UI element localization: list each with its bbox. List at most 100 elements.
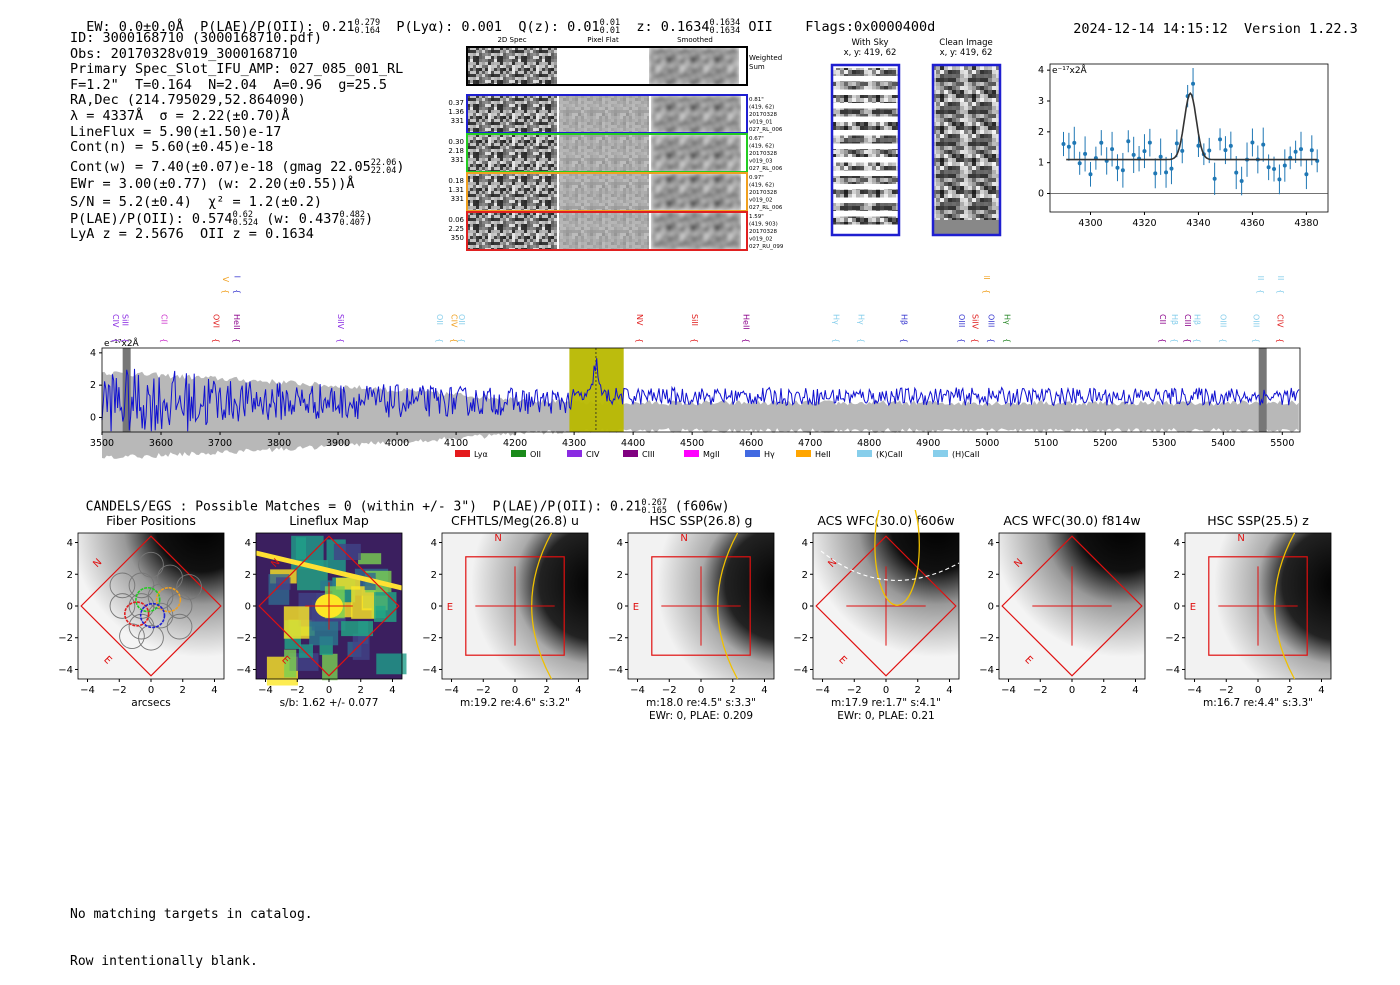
spectrum-line-label-top: SiIV	[221, 276, 230, 283]
spectrum-line-brace: {	[832, 338, 841, 343]
linefit-point	[1088, 172, 1093, 177]
row-smooth	[651, 173, 741, 211]
info-plae-hi: 0.62	[232, 209, 254, 220]
linefit-model	[1066, 92, 1318, 161]
info-radec: RA,Dec (214.795029,52.864090)	[70, 92, 306, 109]
panel-caption: m:16.7 re:4.4" s:3.3"	[1203, 697, 1313, 709]
panel-caption2: EWr: 0, PLAE: 0.209	[649, 710, 753, 722]
linefit-xtick-label: 4380	[1294, 218, 1318, 229]
spectrum-line-marker: HeII {	[741, 314, 750, 343]
with-sky-band	[832, 68, 899, 76]
row-note: 20170328	[749, 190, 777, 196]
panel-ytick-label: −2	[236, 633, 251, 644]
spectrum-line-marker: CIV {	[111, 314, 120, 343]
flux-blob	[333, 543, 361, 560]
spectrum-line-label: Hγ	[857, 314, 866, 325]
legend-swatch	[933, 450, 948, 457]
info-contw-end: )	[396, 158, 405, 175]
panel-ytick-label: −4	[58, 665, 73, 676]
panel-ytick-label: 2	[988, 570, 994, 581]
row-flat	[559, 212, 649, 250]
panel-ytick-label: 2	[67, 570, 73, 581]
panel-ytick-label: 4	[431, 538, 437, 549]
candels-text: CANDELS/EGS : Possible Matches = 0 (with…	[85, 499, 642, 515]
fiber-circle	[157, 564, 183, 591]
panel-ytick-label: 2	[617, 570, 623, 581]
panel-ytick-label: 2	[431, 570, 437, 581]
legend-label: MgII	[703, 450, 720, 459]
legend-label: Hγ	[764, 450, 775, 459]
panel-xtick-label: −4	[80, 685, 95, 696]
panel-ytick-label: 2	[245, 570, 251, 581]
panel-xtick-label: −2	[847, 685, 862, 696]
full-spectrum: e⁻¹⁷x2Å 3500 3600 3700 3800 3900 4000 4100 4200 4…	[60, 267, 1320, 462]
panel-ytick-label: 0	[617, 602, 623, 613]
linefit-point	[1266, 165, 1271, 170]
clean-bottom	[933, 220, 1000, 235]
panel-ytick-label: −2	[793, 633, 808, 644]
image-panel: HSC SSP(26.8) g E N −4 −4 −2 −2 0 0 2 2 4 4 m:18.0 re…	[608, 513, 775, 722]
row-stat: 0.37	[448, 99, 464, 107]
row-stat: 331	[451, 117, 464, 125]
row-stat: 2.18	[448, 147, 464, 155]
with-sky-band	[832, 189, 899, 198]
linefit-ytick-label: 0	[1038, 189, 1044, 200]
spectrum-line-marker: CII {	[160, 314, 169, 343]
panel-ytick-label: −4	[608, 665, 623, 676]
panel-caption: s/b: 1.62 +/- 0.077	[280, 697, 379, 709]
row-note: 027_RL_006	[749, 166, 783, 172]
row-note: (419, 903)	[749, 222, 778, 228]
panel-ytick-label: −4	[422, 665, 437, 676]
linefit-point	[1272, 167, 1277, 172]
spectrum-line-marker: OVI {	[211, 314, 220, 343]
panel-title: ACS WFC(30.0) f606w	[817, 513, 954, 528]
legend-swatch	[796, 450, 811, 457]
spectrum-line-brace: {	[986, 338, 995, 343]
ifu-footprint	[80, 535, 222, 677]
with-sky-band	[832, 95, 899, 103]
panel-ytick-label: −4	[1165, 665, 1180, 676]
info-plae-w-lo: 0.407	[339, 217, 366, 228]
panel-xtick-label: 4	[211, 685, 217, 696]
spectrum-line-brace-top: {	[1256, 289, 1265, 294]
legend-label: (H)CaII	[952, 450, 979, 459]
info-id: ID: 3000168710 (3000168710.pdf)	[70, 30, 322, 46]
panel-xtick-label: 2	[358, 685, 364, 696]
spectrum-line-label: SiII	[690, 314, 699, 326]
linefit-ytick-label: 1	[1038, 158, 1044, 169]
spec2d-weighted-row	[466, 46, 748, 86]
fiber-highlight	[124, 601, 150, 627]
spectrum-xtick-label: 4800	[857, 438, 881, 449]
row-flat	[559, 95, 649, 133]
with-sky-band	[832, 149, 899, 157]
panel-xtick-label: −4	[815, 685, 830, 696]
row-2d	[467, 173, 557, 211]
info-lya: LyA z = 2.5676 OII z = 0.1634	[70, 226, 314, 243]
spectrum-svg: e⁻¹⁷x2Å 3500 3600 3700 3800 3900 4000 4100 4200 4…	[90, 267, 1301, 459]
row-note: 20170328	[749, 151, 777, 157]
row-flat	[559, 134, 649, 172]
spectrum-xtick-label: 3900	[326, 438, 350, 449]
spectrum-xtick-label: 4600	[739, 438, 763, 449]
spectrum-line-marker-top: OII {	[233, 267, 242, 294]
row-2d	[467, 134, 557, 172]
spectrum-line-marker: CIV {	[449, 314, 458, 343]
spectrum-xtick-label: 3700	[208, 438, 232, 449]
clean-xy: x, y: 419, 62	[939, 48, 993, 58]
flux-blob	[374, 592, 397, 622]
linefit-point	[1131, 152, 1136, 157]
row-note: v019_02	[749, 198, 773, 204]
panel-caption2: EWr: 0, PLAE: 0.21	[837, 710, 934, 722]
legend-swatch	[623, 450, 638, 457]
linefit-point	[1223, 148, 1228, 153]
row-note: 027_RL_006	[749, 205, 783, 211]
panel-xtick-label: 2	[730, 685, 736, 696]
panel-ytick-label: 0	[245, 602, 251, 613]
flux-blob	[322, 653, 338, 681]
spectrum-line-brace: {	[635, 338, 644, 343]
spectrum-frame	[101, 347, 1301, 433]
panel-xtick-label: 2	[1101, 685, 1107, 696]
linefit-point	[1120, 168, 1125, 173]
with-sky-band	[832, 203, 899, 211]
